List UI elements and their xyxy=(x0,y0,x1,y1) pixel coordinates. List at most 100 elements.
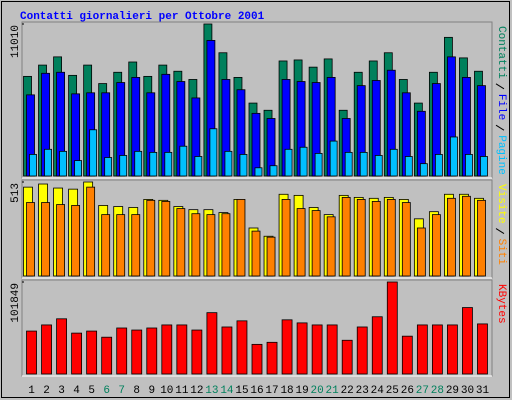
bar xyxy=(86,186,96,277)
y-tick-label: 11010 xyxy=(10,25,22,58)
x-tick-label: 8 xyxy=(133,385,140,397)
bar xyxy=(401,202,411,277)
bar xyxy=(176,324,188,375)
bar xyxy=(104,157,113,177)
bar xyxy=(326,216,336,277)
bar xyxy=(284,148,293,177)
bar xyxy=(131,329,143,375)
x-tick-label: 23 xyxy=(356,385,369,397)
x-tick-label: 13 xyxy=(205,385,218,397)
bar xyxy=(431,214,441,277)
bar xyxy=(236,199,246,277)
x-tick-label: 19 xyxy=(295,385,308,397)
bar xyxy=(224,150,233,177)
y-tick-label: 101849 xyxy=(10,283,22,323)
x-tick-label: 17 xyxy=(265,385,278,397)
bar xyxy=(176,208,186,277)
x-tick-label: 12 xyxy=(190,385,203,397)
bar xyxy=(146,199,156,277)
legend: Contatti File Pagine xyxy=(495,26,507,175)
bar xyxy=(149,151,158,177)
bar xyxy=(221,326,233,375)
x-tick-label: 11 xyxy=(175,385,189,397)
bar xyxy=(266,236,276,277)
bar xyxy=(314,153,323,177)
bar xyxy=(419,163,428,177)
bar xyxy=(221,213,231,277)
legend-separator xyxy=(495,228,505,235)
bar xyxy=(344,151,353,177)
legend-separator xyxy=(495,83,505,90)
bar xyxy=(56,318,67,375)
legend-label: Visite xyxy=(495,184,507,224)
bar xyxy=(209,128,218,177)
legend: KBytes xyxy=(495,284,507,324)
bar xyxy=(101,214,111,277)
bar xyxy=(386,281,398,375)
bar xyxy=(191,329,203,375)
bar xyxy=(477,199,486,277)
x-tick-label: 9 xyxy=(148,385,155,397)
bar xyxy=(281,319,293,375)
legend-label: Pagine xyxy=(495,135,507,175)
bar xyxy=(206,214,216,277)
bar xyxy=(266,341,278,375)
x-tick-label: 30 xyxy=(461,385,474,397)
bar xyxy=(86,330,98,375)
bar xyxy=(29,154,37,177)
bar xyxy=(251,343,263,375)
bar xyxy=(299,146,308,177)
bar xyxy=(356,326,368,375)
x-tick-label: 26 xyxy=(401,385,414,397)
x-tick-label: 29 xyxy=(446,385,459,397)
bar xyxy=(41,324,52,375)
bar xyxy=(401,335,413,375)
bar xyxy=(477,323,488,375)
x-tick-label: 16 xyxy=(250,385,263,397)
bar xyxy=(462,307,473,375)
x-tick-label: 2 xyxy=(43,385,50,397)
bar xyxy=(386,199,396,277)
x-tick-label: 7 xyxy=(118,385,125,397)
x-tick-label: 3 xyxy=(58,385,65,397)
bar xyxy=(236,320,248,375)
bar xyxy=(161,201,171,277)
bar xyxy=(131,214,141,277)
x-tick-label: 20 xyxy=(311,385,324,397)
legend-label: Siti xyxy=(495,239,507,266)
bar xyxy=(329,140,338,177)
bar xyxy=(26,202,35,277)
x-tick-label: 6 xyxy=(103,385,110,397)
bar xyxy=(450,136,458,177)
bar xyxy=(164,151,173,177)
bar xyxy=(89,129,98,177)
x-tick-label: 1 xyxy=(28,385,35,397)
x-tick-label: 4 xyxy=(73,385,80,397)
y-tick-label: 513 xyxy=(10,183,22,203)
legend-separator xyxy=(495,124,505,131)
bar xyxy=(134,150,143,177)
bar xyxy=(465,154,473,177)
legend-label: File xyxy=(495,94,507,120)
legend-label: KBytes xyxy=(495,284,507,324)
bar xyxy=(116,214,126,277)
bar xyxy=(194,156,203,177)
bar xyxy=(251,230,261,277)
x-tick-label: 15 xyxy=(235,385,248,397)
bar xyxy=(71,205,81,277)
bar xyxy=(416,324,428,375)
bar xyxy=(146,327,158,375)
legend: Visite Siti xyxy=(495,184,507,265)
bar xyxy=(462,195,471,277)
x-tick-label: 18 xyxy=(280,385,293,397)
bar xyxy=(41,202,50,277)
bar xyxy=(341,339,353,375)
bar xyxy=(480,156,488,177)
x-tick-label: 25 xyxy=(386,385,399,397)
bar xyxy=(389,148,398,177)
bar xyxy=(431,324,443,375)
bar xyxy=(239,154,248,177)
x-tick-label: 27 xyxy=(416,385,429,397)
